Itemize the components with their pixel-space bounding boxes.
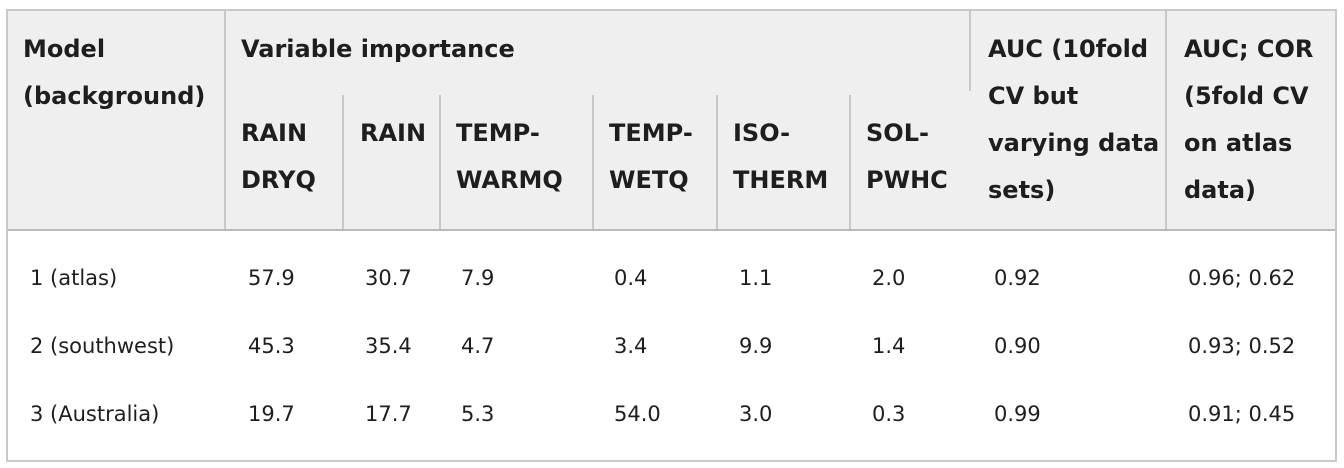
- cell-value: 0.3: [872, 402, 906, 426]
- header-iso-therm: ISO- THERM: [733, 110, 828, 204]
- header-line: RAIN: [241, 119, 308, 147]
- header-line: ISO-: [733, 119, 791, 147]
- header-line: (background): [23, 82, 206, 110]
- header-auc-5fold: AUC; COR (5fold CV on atlas data): [1184, 26, 1313, 214]
- column-divider: [224, 11, 226, 229]
- header-line: SOL-: [866, 119, 929, 147]
- cell-value: 57.9: [248, 266, 295, 290]
- header-line: WETQ: [609, 166, 689, 194]
- cell-value: 3.4: [614, 334, 648, 358]
- cell-value: 35.4: [365, 334, 412, 358]
- cell-model: 2 (southwest): [30, 334, 175, 358]
- cell-auc-5fold: 0.96; 0.62: [1188, 266, 1296, 290]
- cell-value: 45.3: [248, 334, 295, 358]
- results-table: Model (background) Variable importance A…: [6, 9, 1337, 462]
- header-temp-warmq: TEMP- WARMQ: [456, 110, 563, 204]
- column-divider: [849, 95, 851, 229]
- cell-value: 1.1: [739, 266, 773, 290]
- cell-auc-10fold: 0.92: [994, 266, 1041, 290]
- column-divider: [439, 95, 441, 229]
- header-line: WARMQ: [456, 166, 563, 194]
- cell-value: 1.4: [872, 334, 906, 358]
- column-divider: [592, 95, 594, 229]
- header-line: data): [1184, 176, 1257, 204]
- header-line: DRYQ: [241, 166, 316, 194]
- header-line: CV but: [988, 82, 1079, 110]
- header-line: TEMP-: [456, 119, 540, 147]
- cell-auc-10fold: 0.99: [994, 402, 1041, 426]
- header-line: Model: [23, 35, 106, 63]
- header-model: Model (background): [23, 26, 205, 120]
- header-temp-wetq: TEMP- WETQ: [609, 110, 693, 204]
- column-divider: [716, 95, 718, 229]
- cell-value: 19.7: [248, 402, 295, 426]
- table-header: [8, 11, 1335, 231]
- header-auc-10fold: AUC (10fold CV but varying data sets): [988, 26, 1159, 214]
- header-line: (5fold CV: [1184, 82, 1309, 110]
- header-sol-pwhc: SOL- PWHC: [866, 110, 948, 204]
- header-rain: RAIN: [360, 110, 426, 157]
- cell-auc-10fold: 0.90: [994, 334, 1041, 358]
- column-divider: [969, 11, 971, 91]
- cell-value: 30.7: [365, 266, 412, 290]
- header-line: RAIN: [360, 119, 427, 147]
- column-divider: [1165, 11, 1167, 229]
- cell-model: 3 (Australia): [30, 402, 160, 426]
- cell-value: 2.0: [872, 266, 906, 290]
- cell-value: 17.7: [365, 402, 412, 426]
- cell-value: 0.4: [614, 266, 648, 290]
- cell-value: 5.3: [461, 402, 495, 426]
- header-line: AUC; COR: [1184, 35, 1314, 63]
- header-variable-importance: Variable importance: [241, 35, 515, 63]
- cell-value: 4.7: [461, 334, 495, 358]
- column-divider: [342, 95, 344, 229]
- header-line: sets): [988, 176, 1056, 204]
- cell-model: 1 (atlas): [30, 266, 118, 290]
- header-line: TEMP-: [609, 119, 693, 147]
- header-line: varying data: [988, 129, 1160, 157]
- cell-value: 9.9: [739, 334, 773, 358]
- cell-value: 54.0: [614, 402, 661, 426]
- header-line: THERM: [733, 166, 829, 194]
- header-line: PWHC: [866, 166, 948, 194]
- cell-value: 7.9: [461, 266, 495, 290]
- cell-auc-5fold: 0.93; 0.52: [1188, 334, 1296, 358]
- header-line: on atlas: [1184, 129, 1293, 157]
- cell-value: 3.0: [739, 402, 773, 426]
- header-rain-dryq: RAIN DRYQ: [241, 110, 316, 204]
- header-line: AUC (10fold: [988, 35, 1148, 63]
- cell-auc-5fold: 0.91; 0.45: [1188, 402, 1296, 426]
